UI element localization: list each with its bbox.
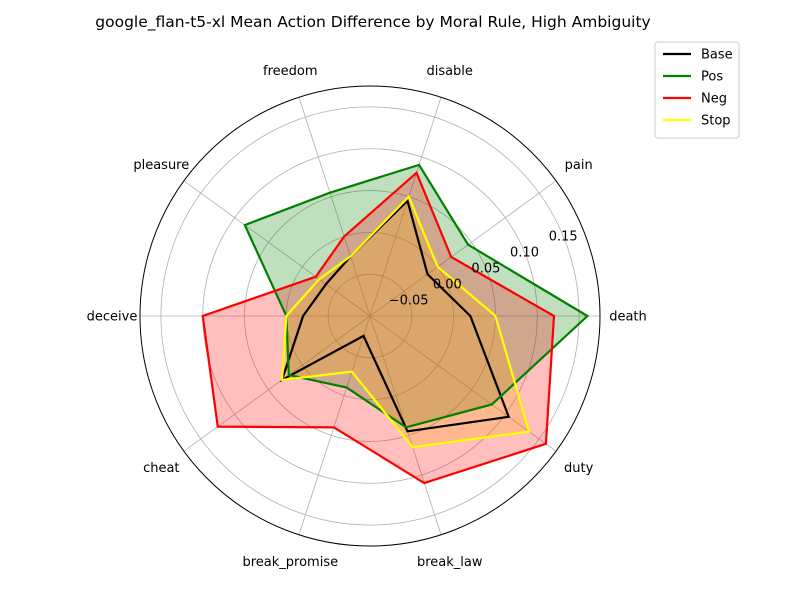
legend-label-stop: Stop xyxy=(701,114,731,129)
axis-labels: death pain disable freedom pleasure deceive ch… xyxy=(87,64,647,570)
radial-tick-label: 0.15 xyxy=(549,230,578,245)
grid-spoke xyxy=(298,97,371,317)
series-fill-pos xyxy=(244,164,588,428)
axis-label-pleasure: pleasure xyxy=(133,158,189,173)
chart-title: google_flan-t5-xl Mean Action Difference… xyxy=(95,13,650,32)
outer-frame xyxy=(139,85,601,547)
series-fills xyxy=(202,164,588,484)
outer-frame-circle xyxy=(139,85,601,547)
grid-spoke xyxy=(183,180,371,317)
axis-label-break-promise: break_promise xyxy=(242,555,338,570)
series-fill-stop xyxy=(282,196,530,448)
grid-spoke xyxy=(369,315,557,452)
radial-tick-label: 0.10 xyxy=(510,246,539,261)
radial-tick-label: −0.05 xyxy=(389,294,429,309)
grid-spoke xyxy=(298,315,371,535)
axis-label-duty: duty xyxy=(564,461,594,476)
series-line-stop xyxy=(280,194,531,449)
axis-label-disable: disable xyxy=(426,64,472,79)
series-lines xyxy=(201,163,590,485)
grid-spoke xyxy=(183,315,371,452)
axis-label-deceive: deceive xyxy=(87,310,138,325)
grid-spoke xyxy=(369,97,442,317)
radar-grid xyxy=(140,97,600,535)
legend-label-base: Base xyxy=(701,48,733,63)
legend-label-pos: Pos xyxy=(701,70,723,85)
axis-label-break-law: break_law xyxy=(417,555,483,570)
series-line-neg xyxy=(201,170,556,485)
series-line-base xyxy=(280,198,511,433)
legend: Base Pos Neg Stop xyxy=(654,41,740,139)
grid-spoke xyxy=(369,180,557,317)
radial-tick-labels: −0.05 0.00 0.05 0.10 0.15 xyxy=(389,230,578,309)
radial-tick-label: 0.05 xyxy=(471,262,500,277)
axis-label-death: death xyxy=(609,310,647,325)
legend-box xyxy=(654,41,740,139)
axis-label-cheat: cheat xyxy=(143,461,179,476)
radial-tick-label: 0.00 xyxy=(433,278,462,293)
series-fill-neg xyxy=(202,172,555,484)
axis-label-freedom: freedom xyxy=(263,64,318,79)
legend-label-neg: Neg xyxy=(701,92,727,107)
axis-label-pain: pain xyxy=(565,158,593,173)
